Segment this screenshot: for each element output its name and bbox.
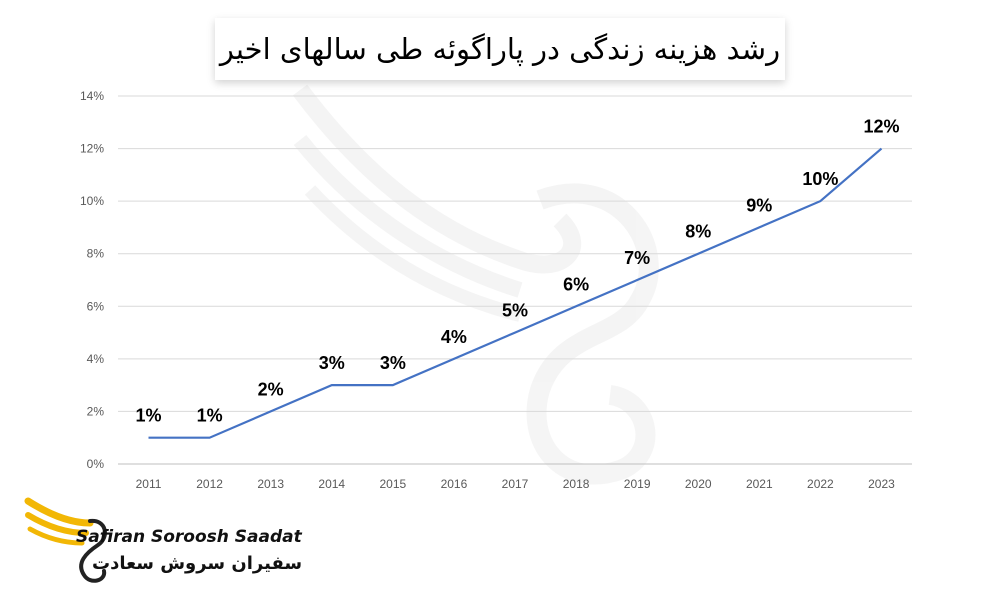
- data-label: 3%: [319, 353, 345, 373]
- data-label: 9%: [746, 195, 772, 215]
- x-tick-label: 2011: [136, 477, 162, 491]
- y-tick-label: 6%: [87, 299, 105, 313]
- data-label: 8%: [685, 222, 711, 242]
- y-tick-label: 12%: [80, 142, 104, 156]
- x-tick-label: 2018: [563, 477, 590, 491]
- data-label: 10%: [802, 169, 838, 189]
- x-tick-label: 2017: [502, 477, 529, 491]
- x-tick-label: 2019: [624, 477, 651, 491]
- data-label: 5%: [502, 301, 528, 321]
- y-tick-label: 8%: [87, 247, 105, 261]
- x-tick-label: 2014: [318, 477, 345, 491]
- x-tick-label: 2022: [807, 477, 834, 491]
- data-label: 7%: [624, 248, 650, 268]
- data-label: 4%: [441, 327, 467, 347]
- data-label: 6%: [563, 274, 589, 294]
- x-tick-label: 2012: [196, 477, 223, 491]
- y-tick-label: 2%: [87, 404, 105, 418]
- brand-name-fa: سفیران سروش سعادت: [92, 553, 303, 574]
- y-tick-label: 4%: [87, 352, 105, 366]
- chart-title-box: رشد هزینه زندگی در پاراگوئه طی سالهای اخ…: [215, 18, 785, 80]
- brand-logo: [24, 497, 107, 583]
- y-tick-label: 10%: [80, 194, 104, 208]
- data-label: 2%: [258, 379, 284, 399]
- y-tick-label: 14%: [80, 89, 104, 103]
- data-label: 1%: [197, 406, 223, 426]
- wing-icon: [24, 497, 107, 583]
- bird-watermark: [292, 84, 659, 485]
- y-tick-label: 0%: [87, 457, 105, 471]
- x-tick-label: 2023: [868, 477, 895, 491]
- x-tick-label: 2015: [379, 477, 406, 491]
- chart-title: رشد هزینه زندگی در پاراگوئه طی سالهای اخ…: [219, 32, 781, 66]
- series-line: [148, 147, 883, 439]
- x-tick-label: 2021: [746, 477, 773, 491]
- brand-name-en: Safiran Soroosh Saadat: [76, 527, 302, 547]
- data-label: 12%: [863, 117, 899, 137]
- x-tick-label: 2020: [685, 477, 712, 491]
- x-tick-label: 2013: [257, 477, 284, 491]
- x-tick-label: 2016: [441, 477, 468, 491]
- data-label: 3%: [380, 353, 406, 373]
- data-label: 1%: [136, 406, 162, 426]
